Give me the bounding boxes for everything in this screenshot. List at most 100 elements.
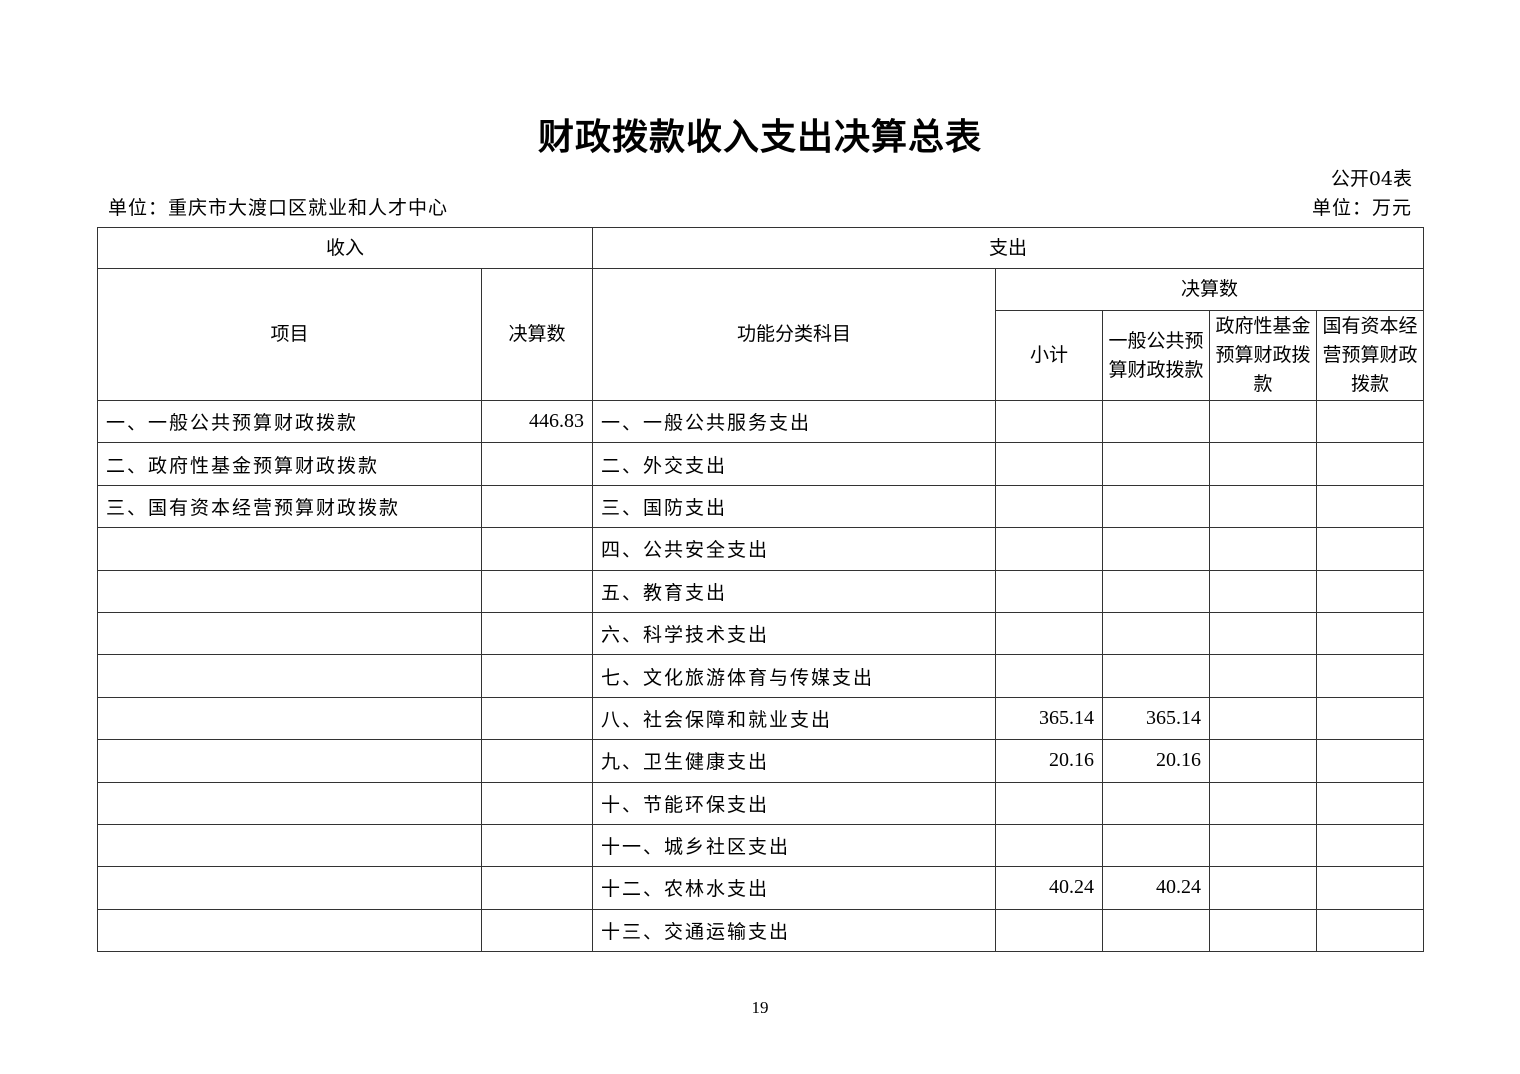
income-item: 三、国有资本经营预算财政拨款 [97,484,482,529]
income-item [97,527,482,571]
subtotal-cell [995,484,1104,529]
income-amount: 446.83 [480,399,594,444]
income-item [97,696,482,741]
fund-cell [1209,781,1318,825]
table-row: 一、一般公共预算财政拨款 446.83 一、一般公共服务支出 [97,399,1425,444]
fund-cell [1209,654,1318,698]
function-item: 六、科学技术支出 [592,611,997,656]
final-header: 决算数 [995,268,1425,311]
state-cell [1316,781,1425,825]
function-item: 十三、交通运输支出 [592,908,997,953]
fund-cell [1209,527,1318,571]
general-cell [1102,823,1211,868]
fund-cell [1209,442,1318,486]
income-item [97,611,482,656]
general-cell [1102,569,1211,613]
state-cell [1316,739,1425,783]
income-amount [480,866,594,910]
general-cell [1102,611,1211,656]
income-amount [480,696,594,741]
function-header: 功能分类科目 [592,268,997,401]
income-item: 二、政府性基金预算财政拨款 [97,442,482,486]
organization-unit: 单位：重庆市大渡口区就业和人才中心 [108,197,449,219]
function-item: 五、教育支出 [592,569,997,613]
general-cell: 40.24 [1102,866,1211,910]
subtotal-cell [995,527,1104,571]
general-cell [1102,484,1211,529]
state-cell [1316,442,1425,486]
budget-table: 收入 支出 项目 决算数 功能分类科目 决算数 小计 一般公共预算财政拨款 政府… [96,227,1425,953]
subtotal-header: 小计 [995,310,1104,401]
table-row: 二、政府性基金预算财政拨款 二、外交支出 [97,442,1425,486]
state-cell [1316,654,1425,698]
fund-cell [1209,823,1318,868]
function-item: 八、社会保障和就业支出 [592,696,997,741]
income-amount [480,908,594,953]
subtotal-cell [995,908,1104,953]
fund-cell [1209,611,1318,656]
table-row: 三、国有资本经营预算财政拨款 三、国防支出 [97,484,1425,529]
expense-header: 支出 [592,227,1425,269]
subtotal-cell [995,781,1104,825]
state-cell [1316,399,1425,444]
state-cell [1316,908,1425,953]
subtotal-cell: 20.16 [995,739,1104,783]
general-cell [1102,781,1211,825]
function-item: 十、节能环保支出 [592,781,997,825]
state-cell [1316,866,1425,910]
fund-cell [1209,908,1318,953]
fund-cell [1209,569,1318,613]
amount-header: 决算数 [480,268,594,401]
income-item [97,823,482,868]
fund-cell [1209,399,1318,444]
subtotal-cell [995,823,1104,868]
table-row: 十三、交通运输支出 [97,908,1425,953]
table-row: 五、教育支出 [97,569,1425,613]
table-number: 公开04表 [1330,168,1412,190]
general-cell: 365.14 [1102,696,1211,741]
state-header: 国有资本经营预算财政拨款 [1316,310,1425,401]
income-amount [480,781,594,825]
currency-unit: 单位：万元 [1311,197,1412,219]
fund-cell [1209,866,1318,910]
general-cell [1102,527,1211,571]
income-amount [480,484,594,529]
income-amount [480,823,594,868]
table-row: 八、社会保障和就业支出 365.14 365.14 [97,696,1425,741]
subtotal-cell [995,442,1104,486]
general-cell [1102,908,1211,953]
income-amount [480,611,594,656]
subtotal-cell [995,611,1104,656]
function-item: 一、一般公共服务支出 [592,399,997,444]
function-item: 三、国防支出 [592,484,997,529]
table-row: 六、科学技术支出 [97,611,1425,656]
table-row: 十一、城乡社区支出 [97,823,1425,868]
item-header: 项目 [97,268,482,401]
income-item [97,654,482,698]
fund-cell [1209,696,1318,741]
state-cell [1316,484,1425,529]
income-amount [480,654,594,698]
income-amount [480,527,594,571]
subtotal-cell [995,654,1104,698]
function-item: 十二、农林水支出 [592,866,997,910]
page-number: 19 [751,998,769,1017]
income-header: 收入 [96,227,594,269]
income-item [97,866,482,910]
general-cell [1102,654,1211,698]
fund-cell [1209,484,1318,529]
table-row: 七、文化旅游体育与传媒支出 [97,654,1425,698]
subtotal-cell [995,569,1104,613]
income-amount [480,739,594,783]
function-item: 二、外交支出 [592,442,997,486]
income-item [97,781,482,825]
table-row: 四、公共安全支出 [97,527,1425,571]
fund-header: 政府性基金预算财政拨款 [1209,310,1318,401]
state-cell [1316,569,1425,613]
function-item: 九、卫生健康支出 [592,739,997,783]
general-cell: 20.16 [1102,739,1211,783]
income-item [97,739,482,783]
general-header: 一般公共预算财政拨款 [1102,310,1211,401]
state-cell [1316,696,1425,741]
table-row: 十二、农林水支出 40.24 40.24 [97,866,1425,910]
